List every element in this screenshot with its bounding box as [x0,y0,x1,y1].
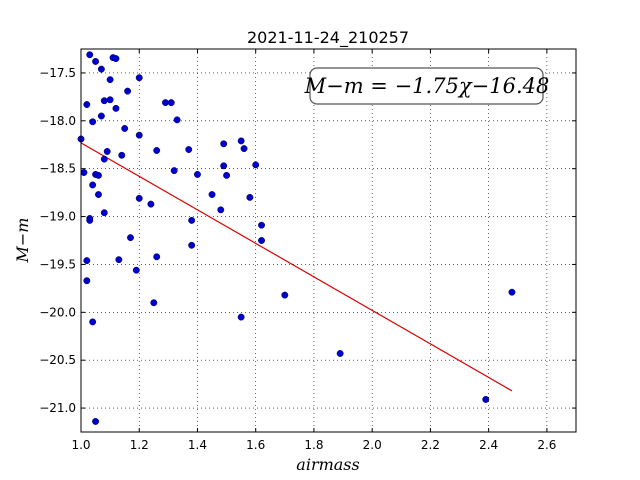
data-point [188,241,196,249]
data-point [185,146,193,153]
data-point [86,216,94,224]
data-point [220,162,228,170]
data-point [124,87,132,95]
data-point [252,161,260,169]
data-points [77,51,516,425]
x-tick-label: 1.6 [246,438,265,452]
data-point [92,418,100,425]
data-point [95,191,102,198]
data-point [150,299,158,307]
y-tick-label: −21.0 [39,401,76,415]
data-point [336,350,344,357]
data-point [153,147,161,154]
data-point [170,167,178,175]
data-point [97,112,105,120]
data-point [89,181,97,189]
x-tick-label: 1.2 [130,438,149,452]
data-point [112,55,120,63]
annotation-box [309,67,544,105]
data-point [106,96,114,104]
data-point [95,171,102,179]
fit-line-layer [80,142,513,392]
data-point [161,99,169,107]
x-tick-label: 2.6 [537,438,556,452]
data-point [100,155,108,163]
data-point [173,116,181,124]
data-point [135,74,143,82]
data-point [83,101,91,108]
data-point [100,97,108,105]
y-tick-label: −19.5 [39,257,76,271]
data-point [246,193,254,201]
data-point [118,151,126,159]
data-point [482,395,490,403]
data-point [89,118,97,126]
data-point [167,99,175,107]
chart-title: 2021-11-24_210257 [247,28,409,48]
data-point [147,200,155,208]
data-point [121,125,129,132]
data-point [89,318,97,326]
data-point [103,148,111,155]
fit-line [80,142,513,392]
data-point [127,234,134,242]
data-point [112,104,120,112]
data-point [194,170,201,178]
fit-equation-annotation: M−m = −1.75χ−16.48 [304,67,550,105]
x-tick-label: 2.4 [479,438,498,452]
tick-labels: 1.0 1.2 1.4 1.6 1.8 2.0 2.2 2.4 2.6 −17.5 −18.0 −18… [39,66,556,452]
y-axis-label: M−m [13,218,32,264]
data-point [220,140,228,148]
x-tick-label: 2.2 [421,438,440,452]
data-point [86,51,94,59]
data-point [508,288,516,296]
data-point [281,291,289,299]
data-point [258,237,265,244]
axis-ticks [80,49,576,432]
data-point [208,191,216,198]
grid [80,49,576,432]
data-point [100,209,108,217]
data-point [135,131,143,139]
y-tick-label: −17.5 [39,66,76,80]
data-point [83,277,91,285]
x-axis-label: airmass [296,455,359,474]
x-tick-label: 1.8 [304,438,323,452]
data-point [83,257,91,265]
data-point [237,137,245,145]
plot-frame [80,48,577,433]
annotation-text: M−m = −1.75χ−16.48 [304,74,550,98]
data-point [97,65,105,73]
y-tick-label: −20.0 [39,305,76,319]
x-tick-label: 1.4 [188,438,207,452]
x-tick-label: 2.0 [363,438,382,452]
data-point [237,313,245,321]
data-point [217,206,225,214]
data-point [132,266,140,274]
y-tick-label: −19.0 [39,210,76,224]
y-tick-label: −20.5 [39,353,76,367]
data-point [92,57,100,65]
data-point [240,145,248,153]
data-point [223,171,231,179]
y-tick-label: −18.5 [39,162,76,176]
y-tick-label: −18.0 [39,114,76,128]
data-point [258,221,265,229]
data-point [188,216,196,224]
data-point [135,194,143,202]
data-point [80,169,88,176]
x-tick-label: 1.0 [71,438,90,452]
data-point [115,256,123,264]
data-point [153,253,161,261]
data-point [106,76,114,84]
